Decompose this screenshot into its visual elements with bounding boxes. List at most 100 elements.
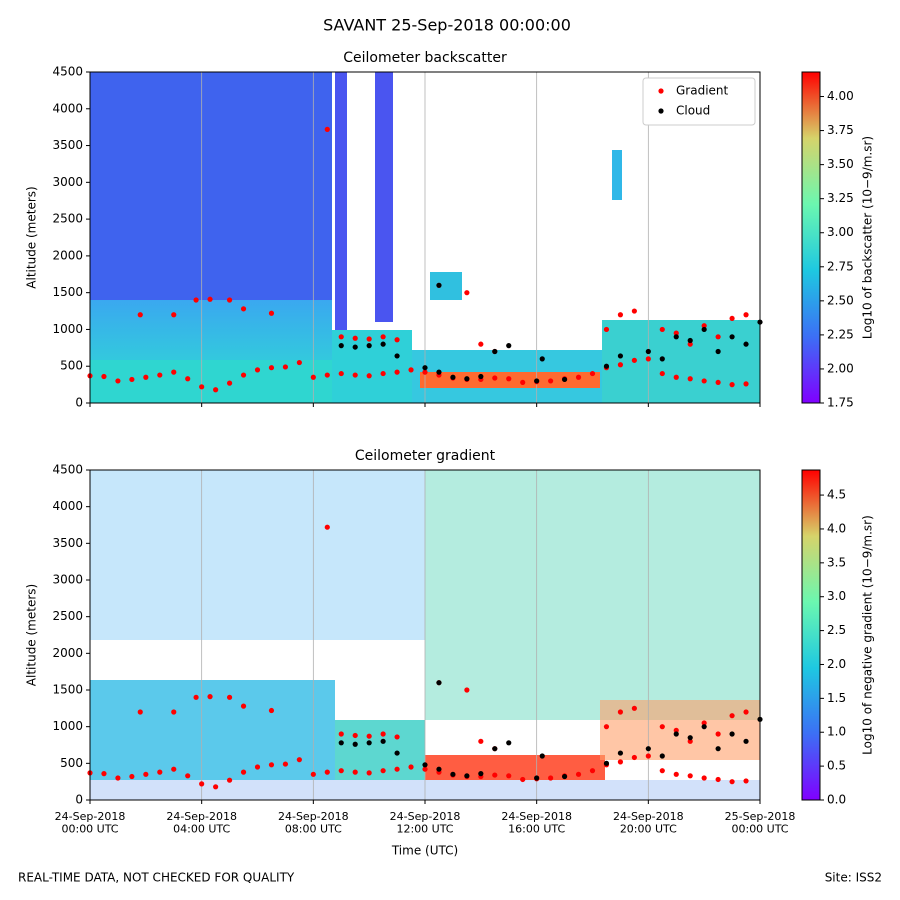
colorbar-tick-label: 0.5	[827, 759, 846, 773]
y-tick-label: 4500	[52, 65, 83, 79]
x-tick-label: 24-Sep-2018 04:00 UTC	[166, 810, 237, 836]
gradient-point	[478, 738, 484, 744]
gradient-point	[254, 764, 261, 770]
gradient-point	[743, 778, 749, 784]
cloud-point	[478, 771, 484, 777]
cloud-point	[492, 746, 498, 752]
gradient-point	[548, 378, 554, 384]
cloud-point	[603, 760, 610, 766]
colorbar-label: Log10 of negative gradient (10−9/m.sr)	[861, 515, 875, 755]
y-axis-label: Altitude (meters)	[25, 584, 39, 686]
gradient-point	[137, 312, 143, 318]
gradient-point	[645, 753, 651, 759]
gradient-point	[520, 379, 526, 386]
gradient-point	[478, 341, 484, 347]
gradient-point	[506, 773, 512, 779]
colorbar-tick-label: 3.25	[827, 191, 854, 205]
gradient-point	[729, 382, 735, 388]
colorbar-tick-label: 4.5	[827, 488, 846, 502]
x-tick-label: 24-Sep-2018 20:00 UTC	[613, 810, 684, 836]
cloud-point	[645, 348, 651, 355]
gradient-point	[268, 310, 275, 316]
y-tick-label: 2500	[52, 212, 83, 226]
colorbar-label: Log10 of backscatter (10−9/m.sr)	[861, 136, 875, 339]
gradient-point	[617, 759, 624, 765]
gradient-point	[492, 375, 498, 381]
gradient-point	[631, 754, 637, 761]
gradient-point	[394, 766, 400, 772]
gradient-point	[366, 373, 372, 379]
gradient-point	[199, 781, 205, 787]
y-axis-label: Altitude (meters)	[25, 186, 39, 288]
cloud-point	[729, 334, 735, 340]
gradient-point	[254, 367, 261, 373]
cloud-point	[380, 341, 386, 347]
gradient-point	[380, 731, 386, 737]
x-tick-label: 24-Sep-2018 00:00 UTC	[55, 810, 126, 836]
gradient-point	[157, 769, 163, 775]
y-tick-label: 1500	[52, 285, 83, 299]
gradient-point	[617, 312, 624, 318]
gradient-point	[352, 372, 358, 378]
colorbar-tick-label: 4.00	[827, 89, 854, 103]
gradient-point	[380, 768, 386, 774]
cloud-point	[506, 343, 512, 349]
gradient-point	[743, 709, 749, 715]
gradient-point	[687, 738, 693, 744]
y-tick-label: 3500	[52, 536, 83, 550]
gradient-point	[464, 687, 470, 693]
gradient-point	[673, 330, 679, 336]
y-tick-label: 1000	[52, 719, 83, 733]
gradient-point	[715, 379, 721, 386]
gradient-point	[715, 731, 721, 737]
cloud-point	[561, 773, 568, 780]
gradient-point	[282, 364, 289, 370]
gradient-point	[631, 357, 637, 363]
gradient-point	[338, 768, 344, 774]
cloud-point	[729, 731, 735, 737]
y-tick-label: 3000	[52, 573, 83, 587]
gradient-point	[701, 323, 707, 329]
cloud-point	[338, 343, 344, 349]
cloud-point	[673, 334, 679, 340]
gradient-point	[338, 334, 344, 340]
gradient-point	[193, 694, 199, 700]
cloud-point	[701, 724, 707, 730]
gradient-point	[715, 334, 721, 340]
cloud-point	[436, 369, 442, 375]
gradient-point	[701, 720, 707, 726]
gradient-point	[617, 362, 624, 368]
gradient-point	[729, 779, 735, 785]
cloud-point	[436, 766, 442, 772]
legend-label: Gradient	[676, 84, 729, 98]
cloud-point	[743, 738, 749, 744]
cloud-point	[422, 365, 428, 371]
gradient-point	[268, 365, 275, 371]
gradient-point	[394, 734, 400, 740]
colorbar-tick-label: 3.00	[827, 225, 854, 239]
gradient-point	[185, 773, 191, 779]
gradient-point	[324, 524, 330, 530]
gradient-point	[324, 126, 330, 132]
gradient-point	[687, 376, 693, 382]
gradient-point	[129, 773, 135, 780]
gradient-point	[171, 369, 177, 375]
cloud-point	[539, 356, 545, 362]
cloud-point	[539, 753, 545, 759]
cloud-point	[422, 762, 428, 768]
gradient-point	[659, 724, 665, 730]
gradient-point	[157, 372, 163, 378]
cloud-point	[492, 348, 498, 355]
gradient-point	[422, 369, 428, 375]
gradient-point	[645, 356, 651, 362]
cloud-point	[436, 282, 442, 288]
footer-right: Site: ISS2	[825, 871, 882, 885]
gradient-point	[589, 370, 596, 377]
cloud-point	[534, 775, 540, 781]
y-tick-label: 500	[60, 359, 83, 373]
gradient-point	[296, 359, 302, 366]
gradient-point	[115, 775, 121, 781]
gradient-point	[213, 784, 219, 790]
gradient-point	[701, 378, 707, 384]
gradient-point	[729, 315, 735, 322]
